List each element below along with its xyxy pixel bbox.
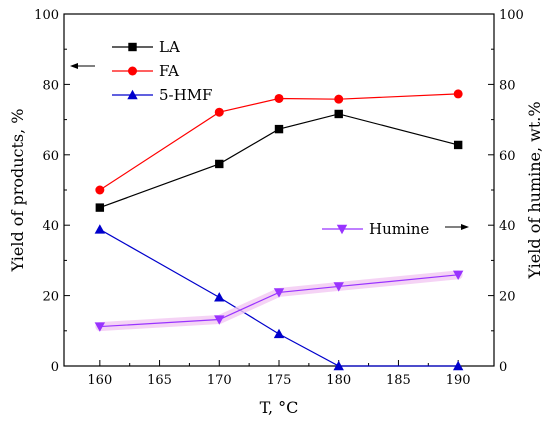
y-left-tick-label: 20 (42, 290, 59, 305)
plot-frame (63, 13, 495, 367)
series-la-point (274, 124, 284, 134)
y-left-tick-label: 40 (42, 219, 59, 234)
y-left-tick-label: 100 (34, 8, 59, 23)
series-markers (94, 89, 464, 371)
series-la-point (453, 140, 463, 150)
legend-humine-marker (336, 224, 348, 235)
y-axis-right-label: Yield of humine, wt.% (525, 101, 544, 279)
x-tick-label: 185 (386, 373, 411, 388)
series-humine-halo (95, 270, 463, 332)
series-fa-point (274, 93, 284, 103)
right-axis-arrow-head (461, 224, 469, 230)
legend-5-hmf-label: 5-HMF (159, 86, 212, 104)
series-fa-point (214, 107, 224, 117)
legend-fa-marker (128, 66, 137, 76)
series-humine-point (452, 270, 464, 281)
y-right-tick-label: 80 (499, 78, 516, 93)
series-fa-line (99, 93, 459, 191)
y-axis-left-label: Yield of products, % (8, 109, 27, 273)
series-5-hmf-point (273, 328, 285, 339)
series-fa-point (95, 185, 105, 195)
x-tick-label: 180 (326, 373, 351, 388)
legend: LA FA 5-HMF Humine (112, 38, 429, 238)
y-right-tick-label: 40 (499, 219, 516, 234)
x-tick-label: 165 (147, 373, 172, 388)
series-la-point (215, 159, 224, 169)
legend-5-hmf-marker (127, 89, 138, 100)
y-left-tick-label: 80 (42, 78, 59, 93)
y-left-tick-label: 0 (51, 360, 59, 375)
y-right-tick-label: 0 (499, 360, 507, 375)
x-tick-label: 170 (207, 373, 232, 388)
left-axis-arrow-head (70, 63, 78, 69)
series-fa-point (334, 94, 344, 104)
series-humine-point (214, 315, 225, 325)
x-tick-label: 190 (446, 373, 471, 388)
series-5-hmf-line (99, 228, 459, 367)
y-left-tick-label: 60 (42, 149, 59, 164)
y-right-tick-label: 20 (499, 290, 516, 305)
series-5-hmf-point (94, 224, 106, 234)
series-humine-point (333, 282, 344, 292)
legend-fa-label: FA (159, 62, 179, 80)
x-axis-label: T, °C (260, 398, 299, 417)
y-right-tick-label: 60 (499, 149, 516, 164)
series-5-hmf-point (214, 292, 225, 302)
series-humine-point (273, 288, 285, 298)
legend-la-label: LA (159, 38, 180, 56)
x-tick-label: 160 (87, 373, 112, 388)
legend-la-marker (128, 42, 137, 52)
plot-area (63, 13, 495, 367)
x-tick-label: 175 (267, 373, 292, 388)
legend-humine-label: Humine (369, 220, 429, 238)
series-fa-point (453, 89, 463, 99)
series-5-hmf-point (333, 360, 344, 371)
axis-arrows (70, 63, 469, 230)
series-5-hmf-point (452, 360, 464, 371)
series-humine-point (94, 322, 106, 332)
y-right-tick-label: 100 (499, 8, 524, 23)
series-la-point (334, 109, 343, 119)
series-la-point (95, 203, 105, 212)
